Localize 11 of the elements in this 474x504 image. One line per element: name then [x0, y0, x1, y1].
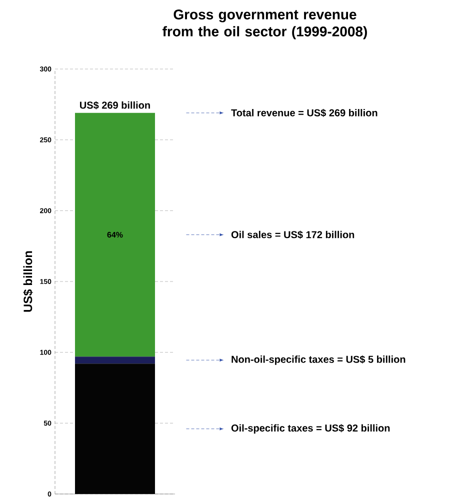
text: Oil sales = US$ 172 billion — [231, 230, 354, 239]
y-axis-title: US$ billion — [23, 251, 33, 312]
total-label: US$ 269 billion — [80, 101, 150, 110]
bar — [74, 364, 155, 494]
bar — [74, 356, 155, 364]
text: Total revenue = US$ 269 billion — [231, 108, 378, 117]
text: Oil-specific taxes = US$ 92 billion — [231, 424, 390, 434]
annotation: 64% — [107, 232, 123, 238]
bar — [74, 112, 155, 357]
text: Gross government revenue from the oil sector (1999-2008) — [162, 10, 367, 40]
text: Non-oil-specific taxes = US$ 5 billion — [232, 355, 406, 365]
